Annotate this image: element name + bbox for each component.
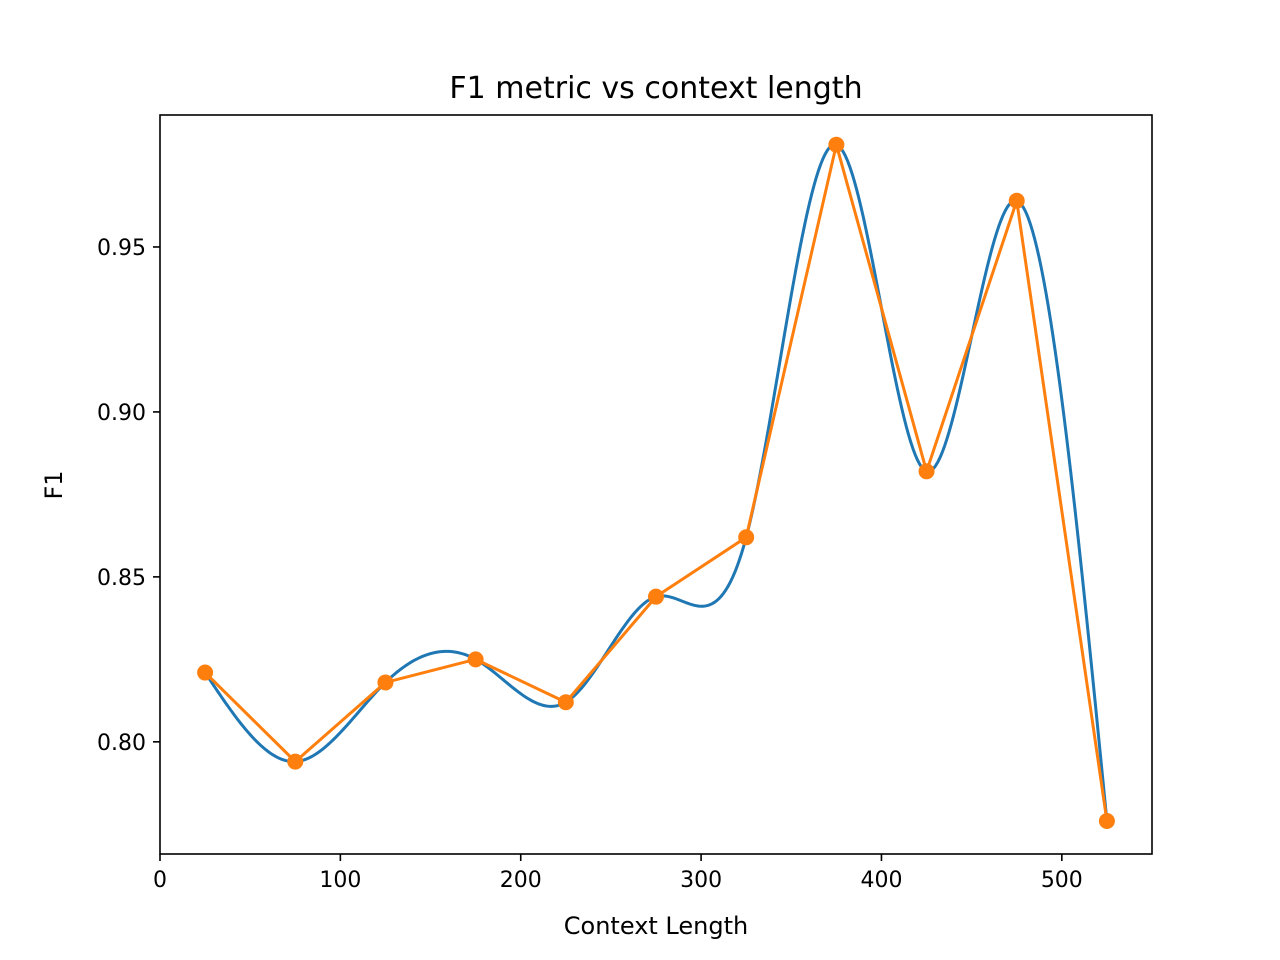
x-axis: 0 100 200 300 400 500: [153, 854, 1083, 893]
data-point: [738, 529, 755, 546]
data-point: [918, 463, 935, 480]
plot-area: [197, 136, 1115, 830]
x-tick-label: 0: [153, 868, 167, 893]
data-point: [377, 674, 394, 691]
y-tick-label: 0.85: [97, 566, 146, 591]
y-tick-label: 0.80: [97, 731, 146, 756]
x-tick-label: 200: [500, 868, 542, 893]
x-axis-label: Context Length: [564, 912, 748, 940]
data-point: [287, 753, 304, 770]
y-axis: 0.80 0.85 0.90 0.95: [97, 236, 160, 756]
axes-frame: [159, 114, 1153, 855]
x-tick-label: 500: [1041, 868, 1083, 893]
chart-title: F1 metric vs context length: [449, 71, 862, 106]
y-tick-label: 0.95: [97, 236, 146, 261]
x-tick-label: 400: [860, 868, 902, 893]
data-point: [557, 694, 574, 711]
x-tick-label: 300: [680, 868, 722, 893]
data-point: [648, 588, 664, 605]
x-tick-label: 100: [319, 868, 361, 893]
data-point: [1098, 813, 1115, 830]
y-tick-label: 0.90: [97, 401, 146, 426]
data-point: [828, 136, 845, 153]
y-axis-label: F1: [40, 470, 68, 499]
data-point: [197, 664, 214, 681]
data-point: [467, 651, 484, 668]
data-point: [1008, 192, 1025, 209]
